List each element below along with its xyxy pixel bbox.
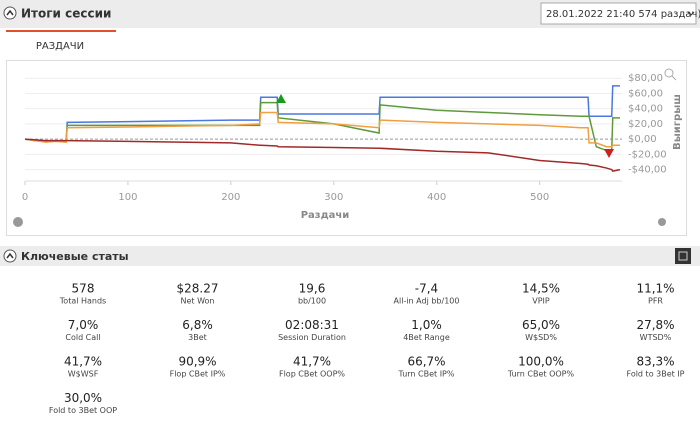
x-tick-label: 400 [427, 192, 446, 203]
header-title: Итоги сессии [21, 7, 111, 21]
y-tick-label: -$40,00 [628, 165, 667, 176]
stat-label: Turn CBet IP% [398, 370, 455, 379]
zoom-icon[interactable] [664, 68, 674, 78]
stat-label: All-in Adj bb/100 [394, 297, 460, 306]
layout-icon [678, 251, 688, 261]
stat-value: 66,7% [407, 355, 445, 369]
y-tick-label: $20,00 [628, 119, 663, 130]
collapse-arrow [6, 252, 14, 259]
stat-value: 02:08:31 [285, 318, 339, 332]
tab-label: РАЗДАЧИ [36, 41, 84, 52]
stat-label: Turn CBet OOP% [507, 370, 575, 379]
stat-label: Flop CBet IP% [170, 370, 226, 379]
min-marker [604, 149, 614, 158]
stat-value: 90,9% [178, 355, 216, 369]
stat-value: 41,7% [293, 355, 331, 369]
series-line [24, 138, 621, 172]
stat-value: 30,0% [64, 391, 102, 405]
x-tick-label: 200 [221, 192, 240, 203]
stat-value: 14,5% [522, 282, 560, 296]
y-tick-label: $40,00 [628, 104, 663, 115]
settings-icon[interactable] [13, 217, 23, 227]
stat-label: VPIP [532, 297, 550, 306]
stat-value: 65,0% [522, 318, 560, 332]
session-select[interactable] [540, 2, 697, 25]
y-tick-label: $60,00 [628, 88, 663, 99]
x-tick-label: 0 [22, 192, 28, 203]
stat-label: Cold Call [65, 333, 100, 342]
stat-value: 19,6 [299, 282, 326, 296]
x-axis-label: Раздачи [301, 210, 350, 221]
stat-value: 11,1% [636, 282, 674, 296]
info-icon[interactable] [658, 218, 666, 226]
tab[interactable] [6, 30, 116, 58]
stat-value: 6,8% [182, 318, 213, 332]
max-marker [276, 94, 286, 103]
stat-value: $28.27 [177, 282, 219, 296]
collapse-icon[interactable] [3, 6, 17, 20]
stat-value: 578 [72, 282, 95, 296]
stat-label: Fold to 3Bet OOP [49, 406, 117, 415]
stat-label: Flop CBet OOP% [279, 370, 345, 379]
stat-value: 83,3% [636, 355, 674, 369]
select-arrow [687, 11, 695, 16]
stat-label: W$SD% [525, 333, 557, 342]
stat-label: Net Won [181, 297, 215, 306]
stat-value: 1,0% [411, 318, 442, 332]
stat-label: bb/100 [298, 297, 326, 306]
stat-value: 27,8% [636, 318, 674, 332]
stat-label: W$WSF [68, 370, 99, 379]
collapse-arrow [6, 9, 14, 16]
x-tick-label: 100 [118, 192, 137, 203]
collapse-icon[interactable] [3, 249, 17, 263]
stat-value: 7,0% [68, 318, 99, 332]
zoom-handle [671, 75, 677, 81]
stat-label: WTSD% [640, 333, 672, 342]
layout-button[interactable] [675, 248, 691, 264]
x-tick-label: 300 [324, 192, 343, 203]
stat-label: 4Bet Range [403, 333, 450, 342]
y-tick-label: $80,00 [628, 73, 663, 84]
stats-title: Ключевые статы [21, 250, 129, 263]
stat-label: 3Bet [188, 333, 207, 342]
y-axis-label: Выигрыш [672, 94, 683, 150]
stat-label: PFR [648, 297, 663, 306]
stat-label: Total Hands [59, 297, 106, 306]
y-tick-label: -$20,00 [628, 149, 667, 160]
x-tick-label: 500 [530, 192, 549, 203]
stats-header-bar [0, 246, 700, 266]
stat-label: Session Duration [278, 333, 346, 342]
stat-value: -7,4 [415, 282, 438, 296]
series-line [24, 111, 620, 148]
stat-value: 100,0% [518, 355, 564, 369]
chart: $80,00 $60,00 $40,00 $20,00 $0,00 -$20,00 -$40… [22, 73, 683, 221]
stat-label: Fold to 3Bet IP [627, 370, 685, 379]
session-select-text: 28.01.2022 21:40 574 раздач) [546, 9, 700, 20]
y-tick-label: $0,00 [628, 134, 657, 145]
stat-value: 41,7% [64, 355, 102, 369]
